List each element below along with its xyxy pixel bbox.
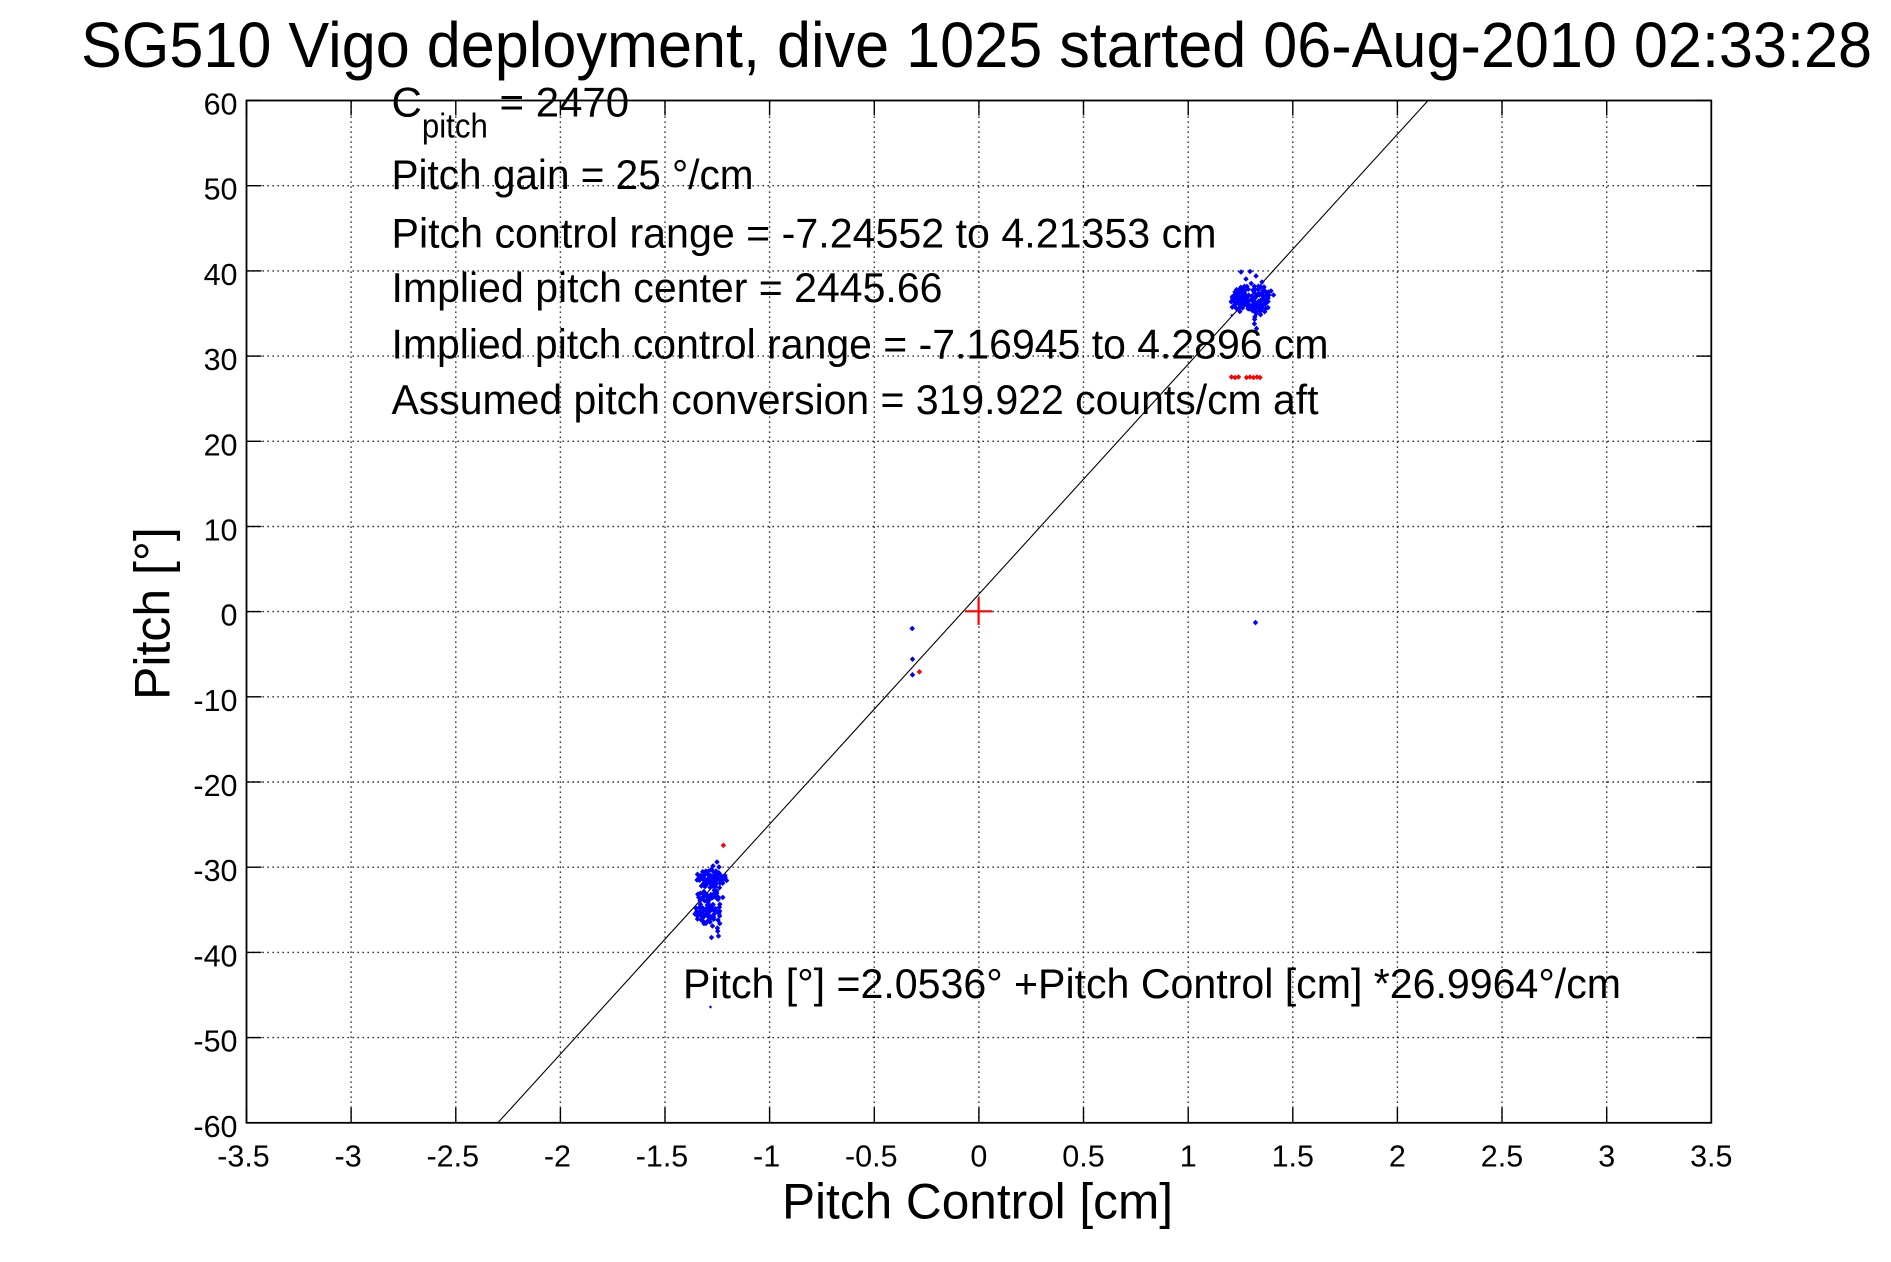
- svg-text:30: 30: [204, 343, 238, 377]
- svg-text:-0.5: -0.5: [845, 1140, 898, 1174]
- svg-text:2: 2: [1389, 1140, 1406, 1174]
- svg-text:Pitch gain = 25 °/cm: Pitch gain = 25 °/cm: [392, 151, 754, 198]
- svg-text:-40: -40: [193, 939, 237, 973]
- svg-text:-50: -50: [193, 1025, 237, 1059]
- svg-text:Implied pitch center = 2445.66: Implied pitch center = 2445.66: [392, 264, 943, 311]
- svg-text:2.5: 2.5: [1481, 1140, 1523, 1174]
- svg-text:-2.5: -2.5: [427, 1140, 480, 1174]
- svg-text:-60: -60: [193, 1110, 237, 1144]
- svg-text:-2: -2: [544, 1140, 571, 1174]
- svg-text:-10: -10: [193, 684, 237, 718]
- svg-text:Pitch Control [cm]: Pitch Control [cm]: [782, 1174, 1173, 1230]
- svg-text:-3: -3: [335, 1140, 362, 1174]
- svg-text:0: 0: [970, 1140, 987, 1174]
- svg-text:3.5: 3.5: [1690, 1140, 1732, 1174]
- svg-text:-1.5: -1.5: [636, 1140, 689, 1174]
- svg-text:40: 40: [204, 258, 238, 292]
- svg-text:SG510 Vigo deployment, dive 10: SG510 Vigo deployment, dive 1025 started…: [81, 9, 1872, 81]
- svg-text:Assumed pitch conversion = 319: Assumed pitch conversion = 319.922 count…: [392, 376, 1319, 423]
- svg-text:0.5: 0.5: [1062, 1140, 1104, 1174]
- svg-text:Implied pitch control range =: Implied pitch control range = -7.16945 t…: [392, 320, 1329, 367]
- svg-text:-30: -30: [193, 854, 237, 888]
- svg-text:-3.5: -3.5: [217, 1140, 270, 1174]
- svg-text:20: 20: [204, 428, 238, 462]
- svg-text:60: 60: [204, 88, 238, 122]
- svg-text:Pitch [°] =2.0536° +Pitch Cont: Pitch [°] =2.0536° +Pitch Control [cm] *…: [683, 960, 1621, 1007]
- svg-text:Pitch control range = -7.24552: Pitch control range = -7.24552 to 4.2135…: [392, 209, 1217, 256]
- svg-text:-1: -1: [753, 1140, 780, 1174]
- svg-text:1.5: 1.5: [1272, 1140, 1314, 1174]
- svg-text:-20: -20: [193, 769, 237, 803]
- svg-text:Pitch [°]: Pitch [°]: [125, 527, 181, 700]
- svg-text:3: 3: [1598, 1140, 1615, 1174]
- svg-text:0: 0: [221, 599, 238, 633]
- svg-text:50: 50: [204, 173, 238, 207]
- svg-text:1: 1: [1180, 1140, 1197, 1174]
- svg-text:10: 10: [204, 514, 238, 548]
